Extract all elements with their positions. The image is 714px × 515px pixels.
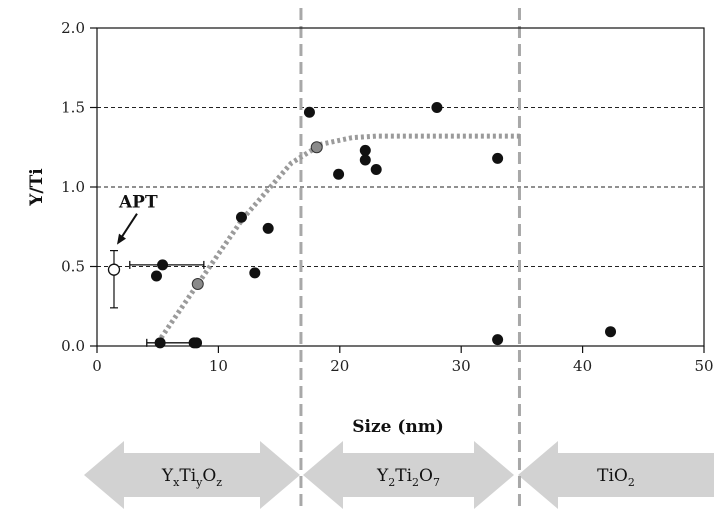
data-point [150, 270, 162, 282]
y-tick-label: 0.0 [61, 337, 85, 355]
data-point [249, 267, 261, 279]
x-tick-label: 20 [330, 357, 349, 375]
phase-label-text: Y [376, 466, 389, 486]
x-tick-label: 10 [209, 357, 228, 375]
data-point [359, 144, 371, 156]
x-tick-label: 30 [452, 357, 471, 375]
data-point [431, 102, 443, 113]
phase-label-text: Y [161, 466, 174, 486]
phase-label-text: O [419, 466, 433, 486]
x-axis-title: Size (nm) [352, 417, 444, 437]
x-tick-label: 50 [694, 357, 713, 375]
data-point [191, 337, 203, 349]
phase-label-subscript: x [173, 476, 180, 489]
data-point [303, 106, 315, 118]
phase-label-text: O [202, 466, 216, 486]
trend-line [155, 133, 522, 345]
data-point [157, 259, 169, 271]
data-point [370, 164, 382, 176]
phase-label-subscript: z [216, 476, 222, 489]
grey-data-point [191, 277, 204, 290]
y-axis-title: Y/Ti [27, 168, 47, 207]
x-tick-label: 40 [573, 357, 592, 375]
y-tick-label: 0.5 [61, 258, 85, 276]
phase-arrows: YxTiyOz Y2Ti2O7 TiO2 [84, 441, 714, 509]
data-point [492, 334, 504, 346]
data-point [492, 152, 504, 164]
phase-label: YxTiyOz [161, 466, 222, 489]
x-tick-label: 0 [92, 357, 102, 375]
phase-label-subscript: 2 [412, 476, 419, 489]
data-points [107, 102, 617, 349]
annotations: APT [116, 193, 158, 245]
phase-arrow [303, 441, 514, 509]
phase-label-text: Ti [179, 466, 196, 486]
data-point [262, 222, 274, 234]
data-point [333, 168, 345, 180]
trend-line-path [155, 133, 522, 345]
phase-label-text: TiO [597, 466, 628, 486]
apt-annotation-arrow [119, 213, 138, 241]
apt-annotation-label: APT [118, 193, 158, 213]
error-bars [129, 260, 205, 347]
phase-arrow [518, 441, 714, 509]
data-point [154, 337, 166, 349]
grey-data-point [310, 141, 323, 154]
phase-label-subscript: 7 [433, 476, 440, 489]
phase-label: Y2Ti2O7 [376, 466, 440, 489]
phase-label: TiO2 [597, 466, 635, 489]
phase-label-subscript: 2 [388, 476, 395, 489]
phase-boundaries [299, 8, 521, 512]
data-point [359, 154, 371, 166]
data-point [605, 326, 617, 338]
phase-label-text: Ti [395, 466, 412, 486]
axis-ticks: 0 10 20 30 40 50 0.0 0.5 1.0 1.5 2.0 [61, 19, 713, 375]
y-tick-label: 1.5 [61, 99, 85, 117]
phase-label-subscript: 2 [628, 476, 635, 489]
phase-label-subscript: y [195, 476, 203, 489]
phase-arrow [84, 441, 300, 509]
apt-annotation-arrowhead [116, 233, 126, 245]
open-data-point [107, 263, 121, 276]
data-point [235, 211, 247, 223]
y-tick-label: 1.0 [61, 178, 85, 196]
y-tick-label: 2.0 [61, 19, 85, 37]
grid [97, 107, 704, 267]
